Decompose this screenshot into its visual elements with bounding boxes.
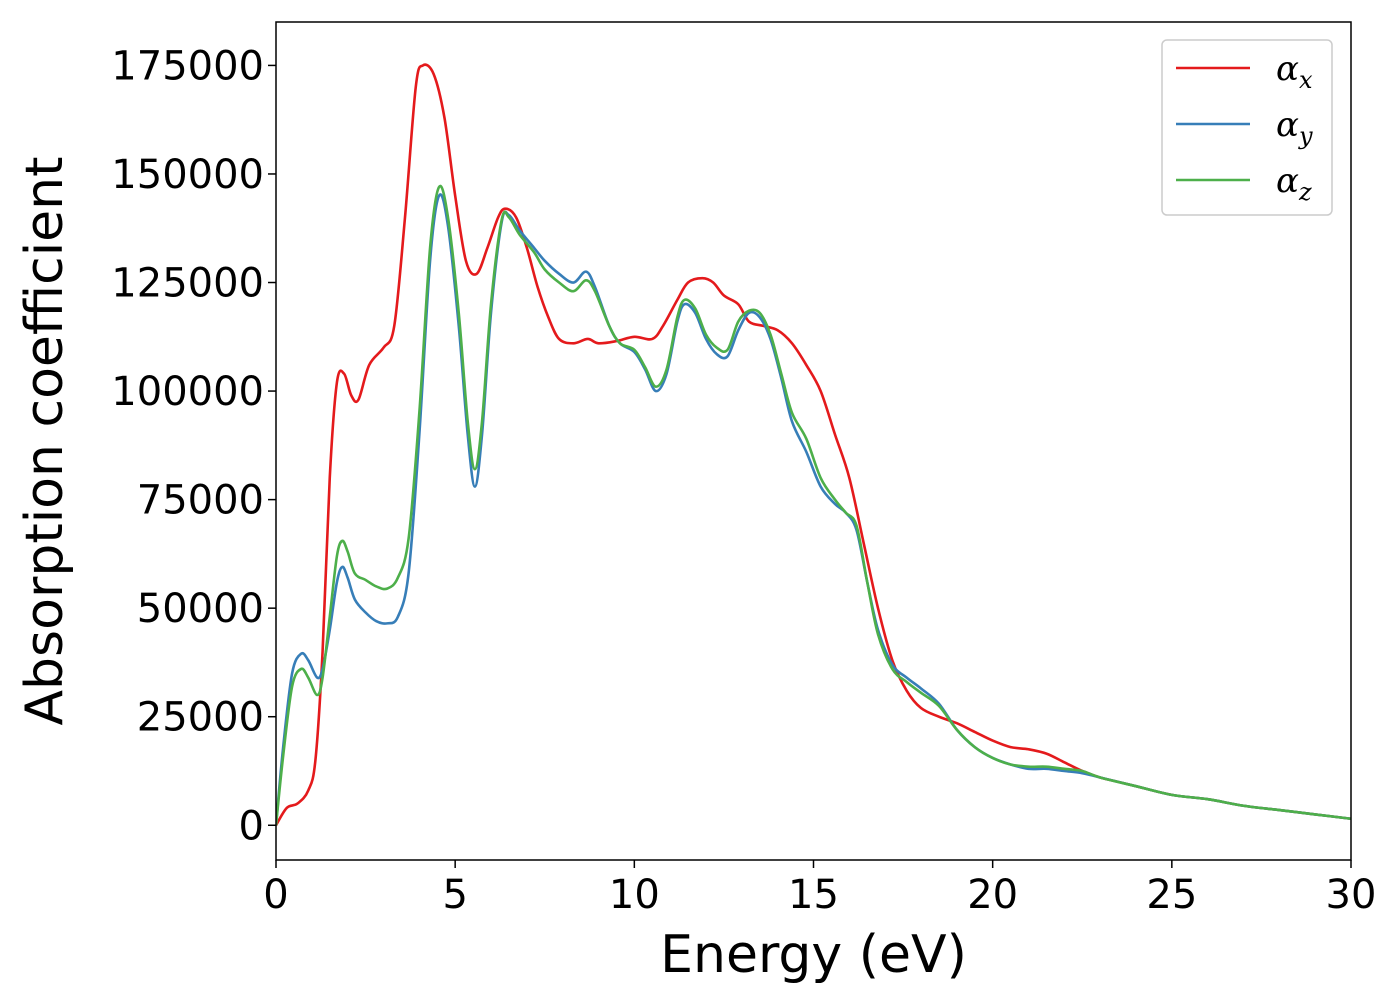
x-tick-label: 25	[1146, 872, 1197, 918]
x-tick-label: 5	[442, 872, 467, 918]
x-tick-label: 10	[609, 872, 660, 918]
legend-symbol: α	[1276, 49, 1299, 89]
y-axis-label: Absorption coefficient	[15, 156, 75, 725]
y-tick-label: 150000	[111, 152, 264, 198]
series-line-y	[276, 193, 1351, 826]
legend-subscript: z	[1298, 178, 1312, 206]
legend-label-y: αy	[1276, 105, 1313, 150]
y-axis-ticks: 0 25000 50000 75000 100000 125000 150000 175000	[111, 43, 276, 849]
y-tick-label: 175000	[111, 43, 264, 89]
series-line-z	[276, 184, 1351, 826]
legend-symbol: α	[1276, 105, 1299, 145]
legend-symbol: α	[1276, 161, 1299, 201]
legend-label-x: αx	[1276, 49, 1313, 94]
x-tick-label: 20	[967, 872, 1018, 918]
y-tick-label: 100000	[111, 369, 264, 415]
y-tick-label: 125000	[111, 261, 264, 307]
y-tick-label: 75000	[137, 478, 264, 524]
legend-label-z: αz	[1276, 161, 1312, 206]
x-tick-label: 15	[788, 872, 839, 918]
y-tick-label: 0	[239, 803, 264, 849]
x-axis-ticks: 0 5 10 15 20 25 30	[263, 860, 1376, 918]
legend-subscript: y	[1298, 122, 1313, 150]
x-axis-label: Energy (eV)	[660, 925, 967, 985]
series-line-x	[276, 63, 1351, 826]
y-tick-label: 25000	[137, 695, 264, 741]
legend-subscript: x	[1299, 66, 1313, 94]
series-layer	[276, 63, 1351, 826]
x-tick-label: 30	[1326, 872, 1377, 918]
x-tick-label: 0	[263, 872, 288, 918]
y-tick-label: 50000	[137, 586, 264, 632]
legend-box	[1161, 39, 1333, 216]
